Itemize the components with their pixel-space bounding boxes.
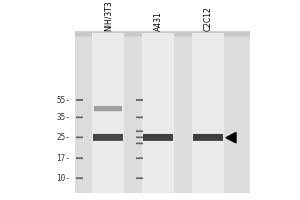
Text: 55-: 55- [56,96,70,105]
Polygon shape [226,132,236,143]
Text: 10-: 10- [56,174,70,183]
Text: C2C12: C2C12 [203,6,212,31]
Text: NIH/3T3: NIH/3T3 [103,0,112,31]
Text: A431: A431 [154,11,163,31]
Text: 25-: 25- [56,133,70,142]
Text: 17-: 17- [56,154,70,163]
Text: 35-: 35- [56,113,70,122]
